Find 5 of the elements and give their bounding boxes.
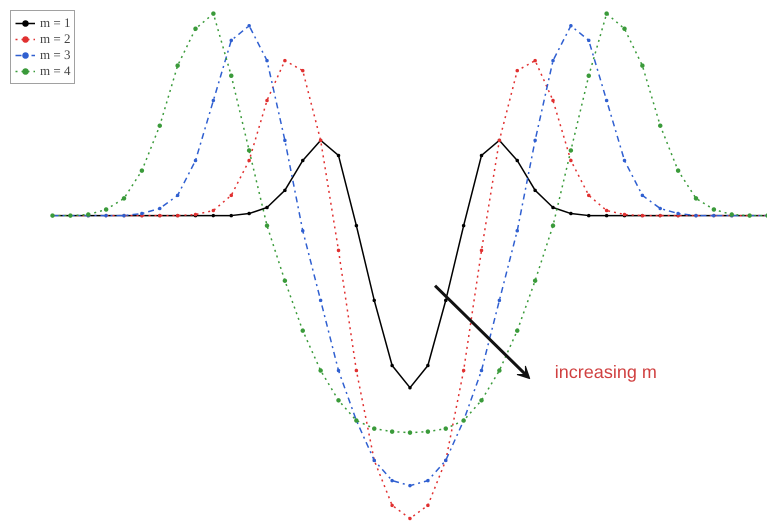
legend-label: m = 2 [40, 31, 70, 47]
legend-label: m = 1 [40, 15, 70, 31]
annotation: increasing m [554, 362, 657, 382]
legend-label: m = 3 [40, 47, 70, 63]
legend-label: m = 4 [40, 63, 70, 79]
